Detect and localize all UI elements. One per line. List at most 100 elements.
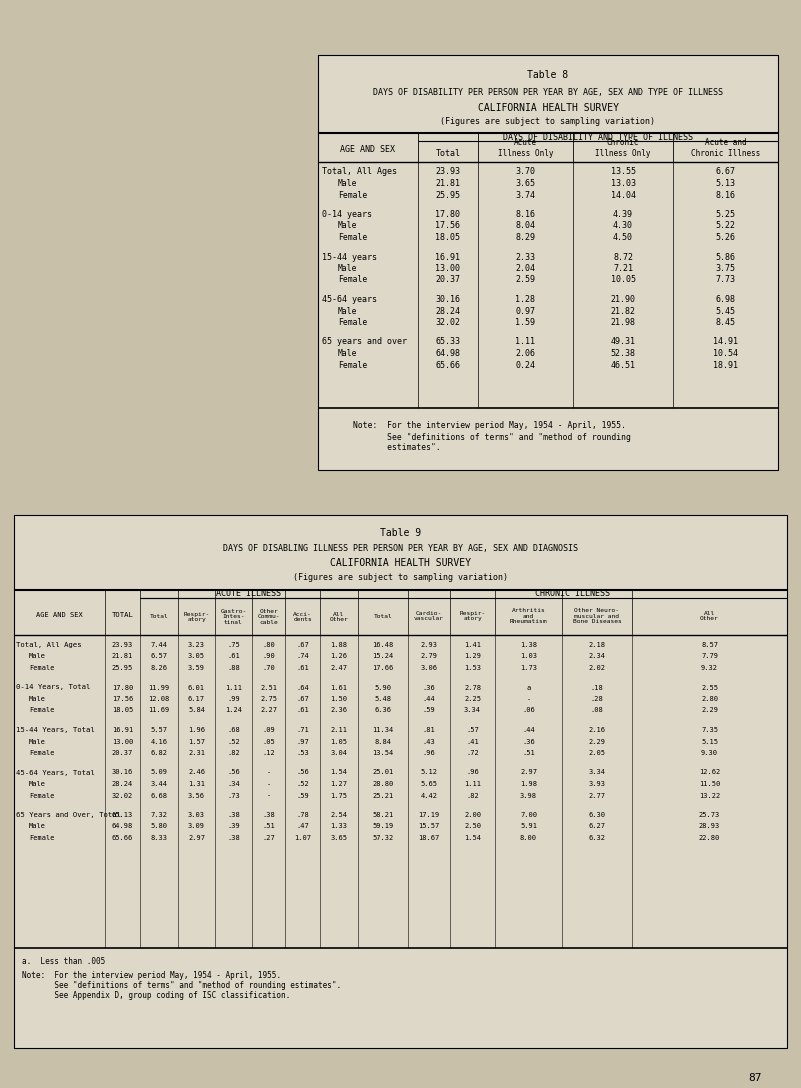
Text: Male: Male — [338, 349, 357, 358]
Text: 6.17: 6.17 — [188, 696, 205, 702]
Text: Male: Male — [29, 696, 46, 702]
Text: .52: .52 — [227, 739, 239, 744]
Text: Male: Male — [29, 654, 46, 659]
Text: 52.38: 52.38 — [610, 349, 635, 358]
Text: 1.59: 1.59 — [516, 318, 536, 327]
Text: .28: .28 — [590, 696, 603, 702]
Text: 12.62: 12.62 — [699, 769, 720, 776]
Text: 1.88: 1.88 — [331, 642, 348, 648]
Text: 17.56: 17.56 — [436, 222, 461, 231]
Text: 2.05: 2.05 — [589, 750, 606, 756]
Text: 3.34: 3.34 — [589, 769, 606, 776]
Text: 8.16: 8.16 — [715, 190, 735, 199]
Text: 9.32: 9.32 — [701, 665, 718, 671]
Text: 17.66: 17.66 — [372, 665, 393, 671]
Text: 5.45: 5.45 — [715, 307, 735, 316]
Text: 65 years and over: 65 years and over — [322, 337, 407, 346]
Text: 1.53: 1.53 — [464, 665, 481, 671]
Text: 30.16: 30.16 — [436, 295, 461, 304]
Text: CHRONIC ILLNESS: CHRONIC ILLNESS — [535, 590, 610, 598]
Text: 17.80: 17.80 — [112, 684, 133, 691]
Text: .99: .99 — [227, 696, 239, 702]
Text: 15-44 years: 15-44 years — [322, 252, 377, 261]
Text: 8.33: 8.33 — [151, 834, 167, 841]
Text: Female: Female — [338, 233, 367, 242]
Text: 21.98: 21.98 — [610, 318, 635, 327]
Text: 8.29: 8.29 — [516, 233, 536, 242]
Text: Acute
Illness Only: Acute Illness Only — [497, 138, 553, 158]
Text: Total, All Ages: Total, All Ages — [16, 642, 82, 648]
Text: 1.73: 1.73 — [520, 665, 537, 671]
Text: .68: .68 — [227, 727, 239, 733]
Text: Other Neuro-
muscular and
Bone Diseases: Other Neuro- muscular and Bone Diseases — [573, 608, 622, 625]
Text: Acci-
dents: Acci- dents — [293, 611, 312, 622]
Text: 1.29: 1.29 — [464, 654, 481, 659]
Text: Female: Female — [338, 190, 367, 199]
Text: .73: .73 — [227, 792, 239, 799]
Text: 5.57: 5.57 — [151, 727, 167, 733]
Text: 1.98: 1.98 — [520, 781, 537, 787]
Text: .67: .67 — [296, 696, 309, 702]
Text: 3.98: 3.98 — [520, 792, 537, 799]
Text: .05: .05 — [262, 739, 275, 744]
Text: 3.56: 3.56 — [188, 792, 205, 799]
Text: 3.03: 3.03 — [188, 812, 205, 818]
Text: 21.81: 21.81 — [436, 180, 461, 188]
Text: CALIFORNIA HEALTH SURVEY: CALIFORNIA HEALTH SURVEY — [477, 103, 618, 113]
Text: 3.65: 3.65 — [516, 180, 536, 188]
Text: 2.27: 2.27 — [260, 707, 277, 714]
Text: Total: Total — [150, 615, 168, 619]
Text: .57: .57 — [466, 727, 479, 733]
Text: .44: .44 — [423, 696, 436, 702]
Text: 3.74: 3.74 — [516, 190, 536, 199]
Text: .81: .81 — [423, 727, 436, 733]
Text: Gastro-
Intes-
tinal: Gastro- Intes- tinal — [220, 608, 247, 626]
Text: Total: Total — [373, 614, 392, 618]
Text: .18: .18 — [590, 684, 603, 691]
Text: 4.16: 4.16 — [151, 739, 167, 744]
Text: 18.05: 18.05 — [436, 233, 461, 242]
Text: 3.65: 3.65 — [331, 834, 348, 841]
Text: 18.91: 18.91 — [713, 360, 738, 370]
Text: Respir-
atory: Respir- atory — [460, 610, 485, 621]
Text: 2.75: 2.75 — [260, 696, 277, 702]
Text: 5.13: 5.13 — [715, 180, 735, 188]
Text: 16.91: 16.91 — [436, 252, 461, 261]
Text: 17.80: 17.80 — [436, 210, 461, 219]
Text: .38: .38 — [227, 834, 239, 841]
Text: 6.82: 6.82 — [151, 750, 167, 756]
Text: Female: Female — [338, 275, 367, 284]
Text: 6.30: 6.30 — [589, 812, 606, 818]
Text: 3.34: 3.34 — [464, 707, 481, 714]
Text: 21.90: 21.90 — [610, 295, 635, 304]
Text: .61: .61 — [296, 665, 309, 671]
Text: .82: .82 — [466, 792, 479, 799]
Text: 5.25: 5.25 — [715, 210, 735, 219]
Text: 2.00: 2.00 — [464, 812, 481, 818]
Text: 22.80: 22.80 — [699, 834, 720, 841]
Bar — [318, 55, 778, 470]
Text: Note:  For the interview period May, 1954 - April, 1955.: Note: For the interview period May, 1954… — [353, 421, 626, 431]
Text: 1.05: 1.05 — [331, 739, 348, 744]
Text: .61: .61 — [227, 654, 239, 659]
Text: 46.51: 46.51 — [610, 360, 635, 370]
Text: 64.98: 64.98 — [436, 349, 461, 358]
Text: 1.11: 1.11 — [225, 684, 242, 691]
Text: 57.32: 57.32 — [372, 834, 393, 841]
Text: 10.05: 10.05 — [610, 275, 635, 284]
Text: Arthritis
and
Rheumatism: Arthritis and Rheumatism — [509, 608, 547, 625]
Text: 2.25: 2.25 — [464, 696, 481, 702]
Text: .78: .78 — [296, 812, 309, 818]
Text: Male: Male — [338, 264, 357, 273]
Text: 2.31: 2.31 — [188, 750, 205, 756]
Text: 6.68: 6.68 — [151, 792, 167, 799]
Text: 13.03: 13.03 — [610, 180, 635, 188]
Text: 25.01: 25.01 — [372, 769, 393, 776]
Text: .52: .52 — [296, 781, 309, 787]
Text: .96: .96 — [423, 750, 436, 756]
Text: .08: .08 — [590, 707, 603, 714]
Text: 6.01: 6.01 — [188, 684, 205, 691]
Text: 18.67: 18.67 — [418, 834, 440, 841]
Text: .82: .82 — [227, 750, 239, 756]
Text: a: a — [526, 684, 530, 691]
